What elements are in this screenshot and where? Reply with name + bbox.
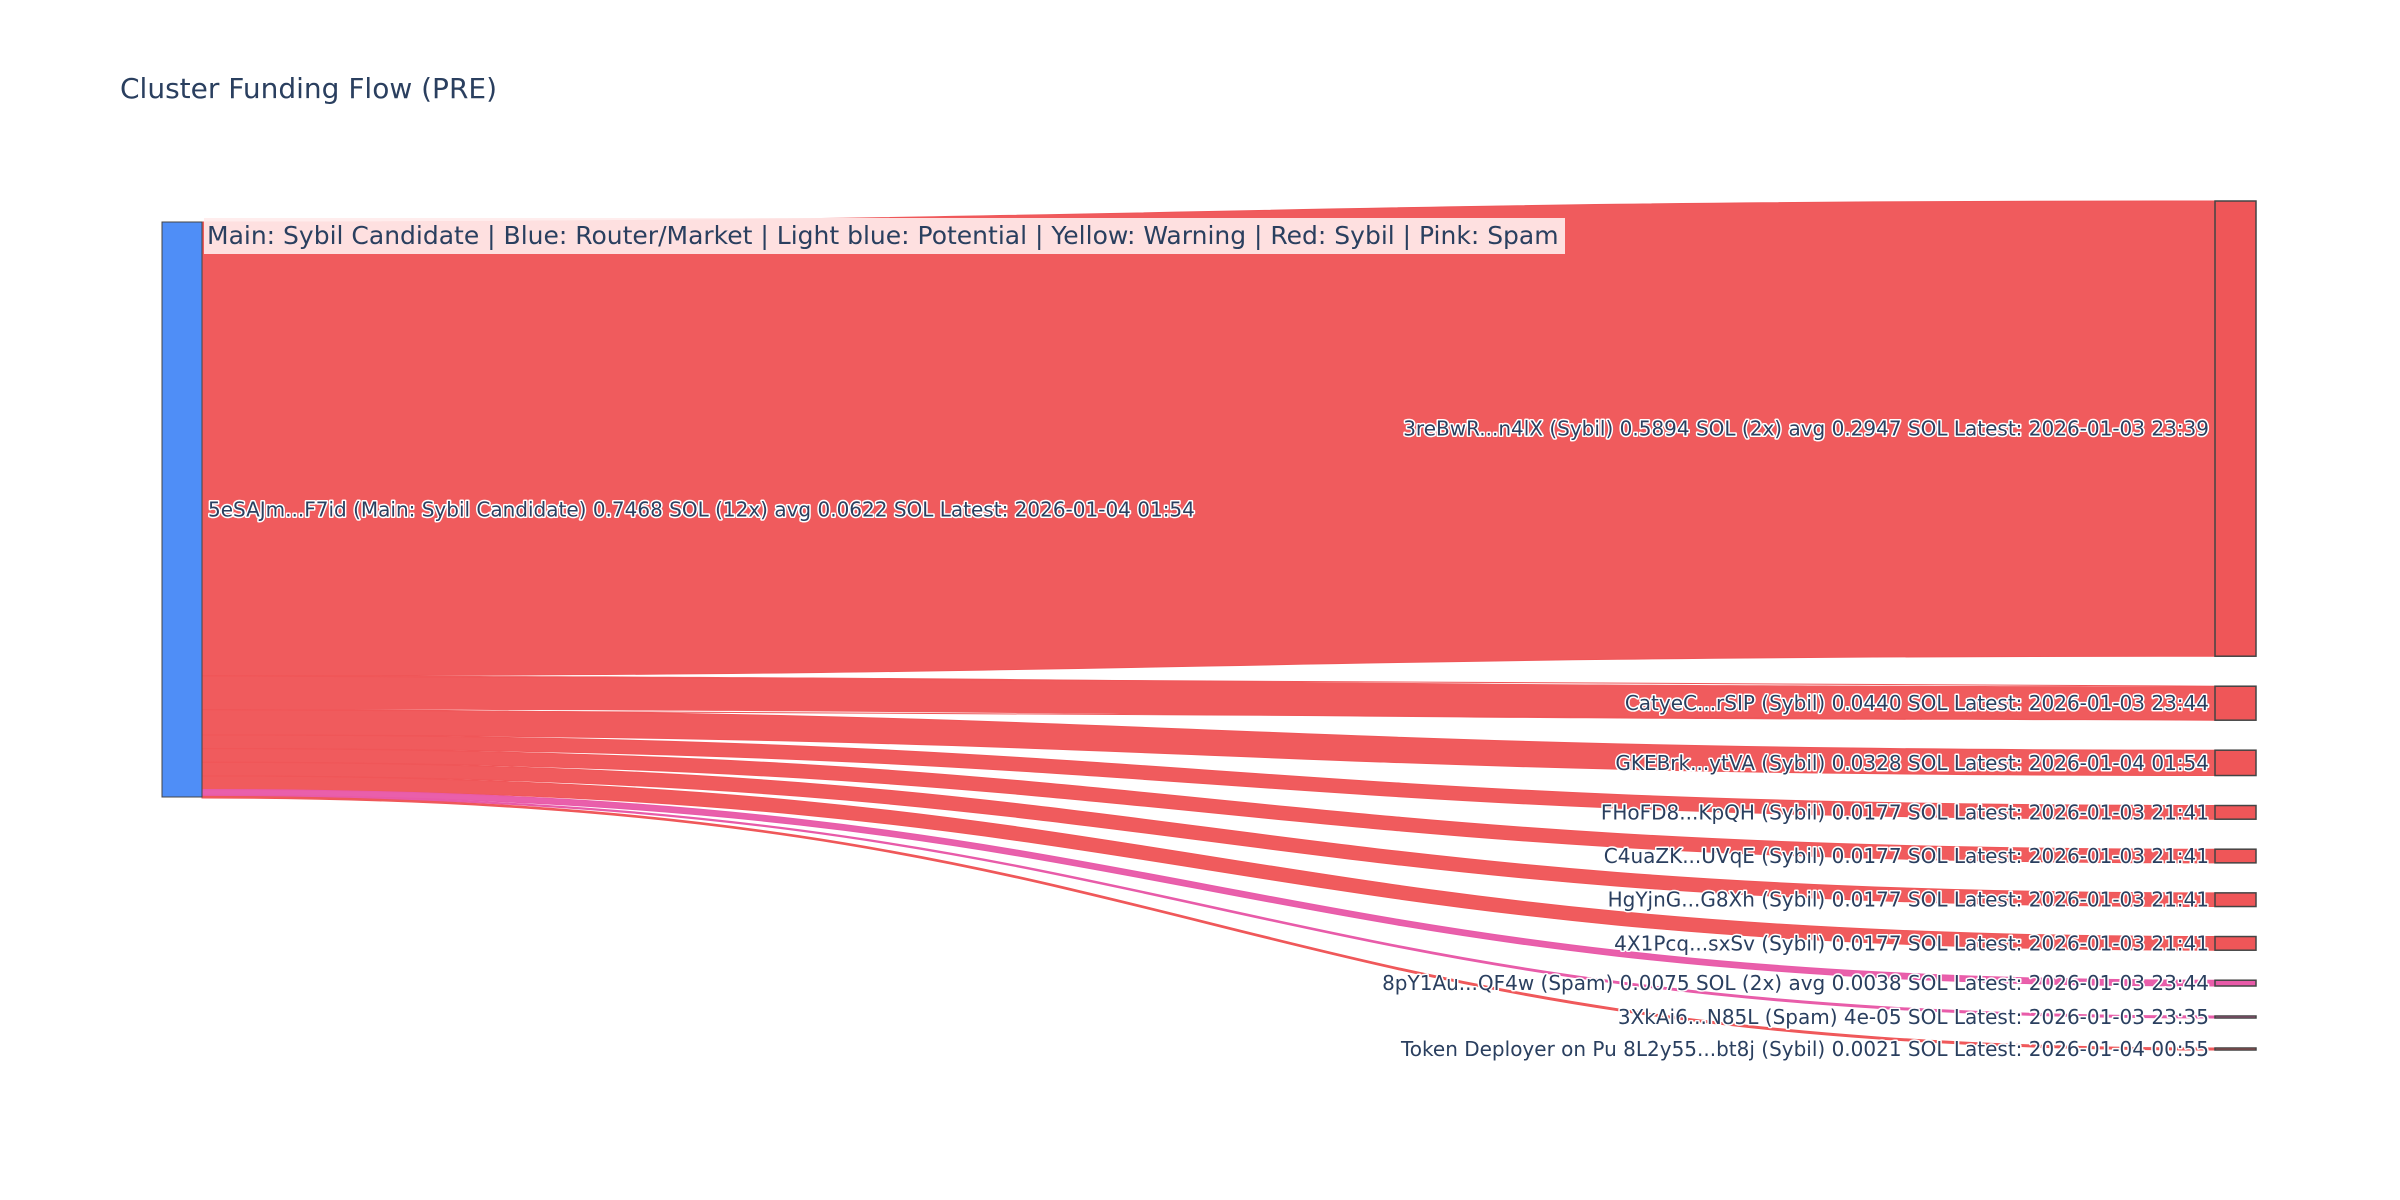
target-node-1 — [2214, 200, 2257, 657]
target-node-3 — [2214, 749, 2257, 777]
target-node-label-8: 8pY1Au...QF4w (Spam) 0.0075 SOL (2x) avg… — [1382, 971, 2209, 995]
target-node-4 — [2214, 804, 2257, 820]
target-node-label-5: C4uaZK...UVqE (Sybil) 0.0177 SOL Latest:… — [1604, 844, 2209, 868]
source-node — [161, 221, 203, 798]
target-node-10 — [2214, 1047, 2257, 1051]
target-node-6 — [2214, 892, 2257, 908]
target-node-8 — [2214, 979, 2257, 987]
target-node-label-4: FHoFD8...KpQH (Sybil) 0.0177 SOL Latest:… — [1601, 800, 2209, 824]
target-node-label-2: CatyeC...rSIP (Sybil) 0.0440 SOL Latest:… — [1625, 691, 2209, 715]
target-node-label-9: 3XkAi6...N85L (Spam) 4e-05 SOL Latest: 2… — [1618, 1005, 2209, 1029]
target-node-9 — [2214, 1015, 2257, 1019]
target-node-label-10: Token Deployer on Pu 8L2y55...bt8j (Sybi… — [1400, 1037, 2209, 1061]
target-node-label-6: HgYjnG...G8Xh (Sybil) 0.0177 SOL Latest:… — [1608, 888, 2209, 912]
target-node-label-1: 3reBwR...n4lX (Sybil) 0.5894 SOL (2x) av… — [1403, 417, 2209, 441]
chart-title: Cluster Funding Flow (PRE) — [120, 72, 498, 105]
source-node-label: 5eSAJm...F7id (Main: Sybil Candidate) 0.… — [208, 498, 1195, 522]
target-node-label-3: GKEBrk...ytVA (Sybil) 0.0328 SOL Latest:… — [1615, 751, 2209, 775]
target-node-label-7: 4X1Pcq...sxSv (Sybil) 0.0177 SOL Latest:… — [1614, 931, 2209, 955]
target-node-7 — [2214, 935, 2257, 951]
target-node-2 — [2214, 685, 2257, 721]
target-node-5 — [2214, 848, 2257, 864]
legend-annotation: Main: Sybil Candidate | Blue: Router/Mar… — [204, 218, 1565, 254]
